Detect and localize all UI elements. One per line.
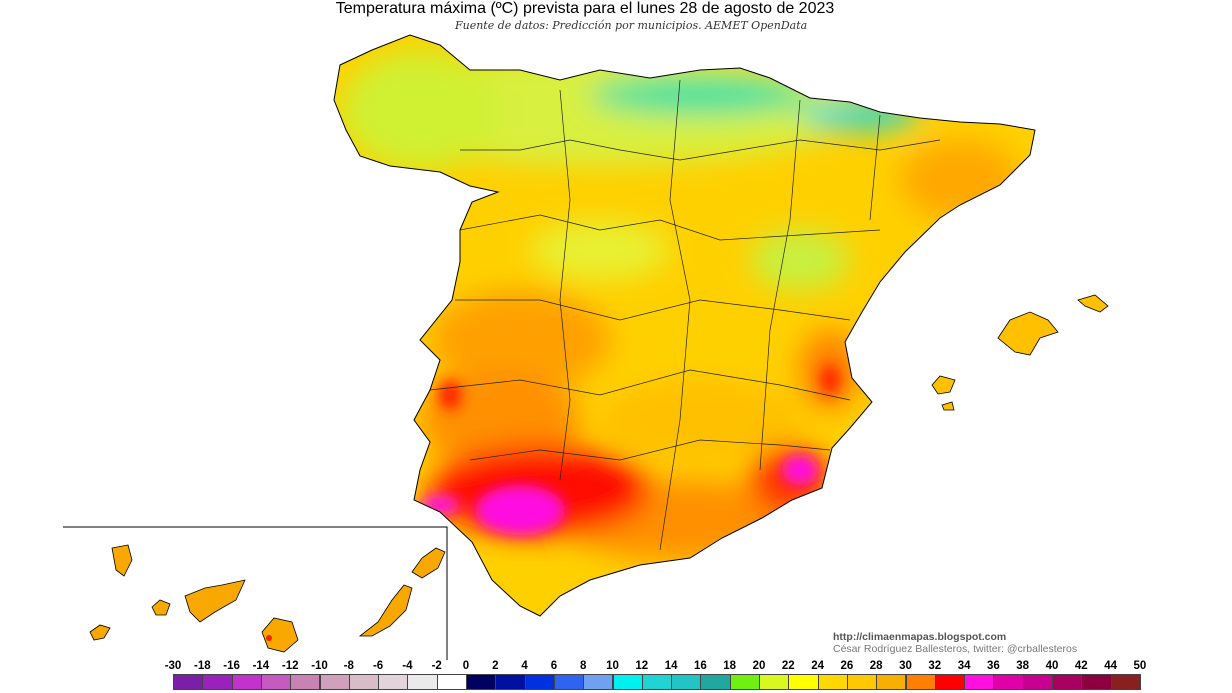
legend-label: 30 (899, 660, 912, 672)
legend-label: 18 (723, 660, 737, 672)
legend-label: 38 (1016, 660, 1030, 672)
legend-swatch (876, 674, 907, 690)
legend-label: 44 (1104, 660, 1117, 672)
legend-label: 24 (811, 660, 824, 672)
legend-swatch (583, 674, 614, 690)
legend-label: 34 (957, 660, 971, 672)
legend-swatch (231, 674, 262, 690)
formentera (941, 401, 955, 411)
legend-swatch (1081, 674, 1112, 690)
legend-label: 8 (579, 660, 587, 672)
legend-label: 50 (1133, 660, 1147, 672)
legend-label: -12 (281, 660, 299, 672)
legend-label: 14 (664, 660, 678, 672)
legend-swatch (964, 674, 995, 690)
legend-label: 12 (635, 660, 649, 672)
legend-label: 10 (606, 660, 619, 672)
legend-swatch (934, 674, 966, 690)
legend-swatch (319, 674, 350, 690)
peninsula-outline (333, 34, 1036, 617)
legend-swatch (553, 674, 585, 690)
legend-swatch (759, 674, 790, 690)
legend-label: 40 (1045, 660, 1059, 672)
legend-swatch (173, 674, 204, 690)
legend-swatch (612, 674, 643, 690)
legend-swatch (290, 674, 321, 690)
color-legend: -30 -18 -16 -14 -12 -10 -8 -6 -4 -2 0 2 4 6 8 10 12 14 16 1… (160, 660, 1155, 693)
credits-url[interactable]: http://climaenmapas.blogspot.com (833, 631, 1007, 643)
legend-label: 42 (1074, 660, 1088, 672)
legend-label: -8 (343, 660, 354, 672)
legend-swatch (846, 674, 878, 690)
la-gomera (151, 599, 171, 616)
legend-swatch (524, 674, 555, 690)
credits: http://climaenmapas.blogspot.com César R… (833, 631, 1077, 655)
canary-inset-frame (63, 526, 448, 660)
legend-swatch (671, 674, 702, 690)
legend-label: 6 (550, 660, 558, 672)
canary-islands (89, 544, 446, 653)
peninsula (334, 35, 1035, 616)
legend-swatch (993, 674, 1024, 690)
province-borders (429, 79, 941, 551)
legend-swatch (1110, 674, 1141, 690)
tenerife (184, 579, 246, 623)
legend-swatch (1052, 674, 1083, 690)
legend-swatch (378, 674, 409, 690)
legend-label: -30 (164, 660, 182, 672)
legend-label: 36 (986, 660, 1000, 672)
gran-canaria (261, 617, 299, 653)
map-title: Temperatura máxima (ºC) prevista para el… (335, 0, 835, 17)
legend-label: 4 (521, 660, 528, 672)
legend-label: -14 (252, 660, 270, 672)
legend-swatch (905, 674, 936, 690)
legend-swatch (817, 674, 848, 690)
legend-swatch (407, 674, 438, 690)
legend-label: 16 (693, 660, 707, 672)
legend-label: -6 (372, 660, 384, 672)
legend-label: 32 (928, 660, 942, 672)
legend-swatch (260, 674, 292, 690)
credits-author: César Rodríguez Ballesteros, twitter: @c… (833, 643, 1078, 655)
legend-swatch (202, 674, 233, 690)
legend-swatch (466, 674, 497, 690)
la-palma (111, 544, 133, 577)
legend-label: -2 (431, 660, 442, 672)
legend-label: -4 (402, 660, 413, 672)
ibiza (931, 375, 956, 395)
map-subtitle: Fuente de datos: Predicción por municipi… (455, 19, 808, 32)
legend-label: 28 (869, 660, 883, 672)
el-hierro (89, 624, 111, 641)
fuerteventura (358, 584, 413, 637)
menorca (1077, 294, 1109, 313)
legend-label: 20 (752, 660, 766, 672)
legend-swatch (348, 674, 380, 690)
legend-label: 26 (840, 660, 854, 672)
legend-label: 22 (781, 660, 795, 672)
legend-swatch (436, 674, 467, 690)
legend-label: 0 (462, 660, 470, 672)
legend-label: -16 (223, 660, 240, 672)
legend-label: 2 (492, 660, 499, 672)
balearic-islands (931, 294, 1109, 411)
lanzarote (411, 547, 446, 579)
mallorca (997, 311, 1059, 356)
legend-swatch (700, 674, 731, 690)
legend-swatch (641, 674, 673, 690)
legend-swatch (495, 674, 526, 690)
legend-swatch (788, 674, 819, 690)
legend-label: -10 (311, 660, 328, 672)
legend-label: -18 (193, 660, 211, 672)
legend-swatch (1022, 674, 1053, 690)
legend-swatch (729, 674, 760, 690)
